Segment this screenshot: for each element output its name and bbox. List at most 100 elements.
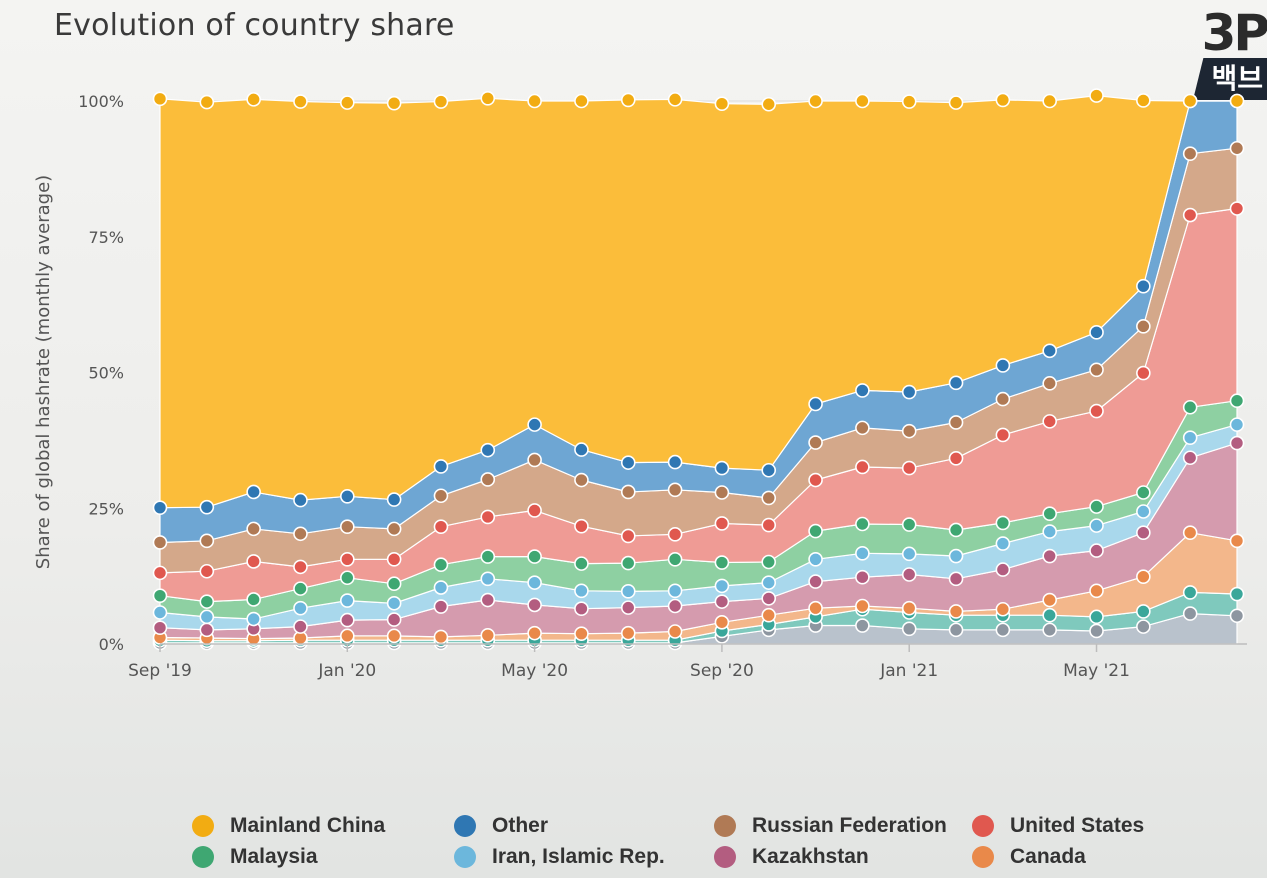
point-iran-islamic-rep-: [340, 593, 355, 608]
legend-label: Iran, Islamic Rep.: [492, 845, 665, 868]
point-russian-federation: [948, 415, 964, 430]
point-kazakhstan: [808, 574, 823, 589]
point-other: [667, 454, 683, 470]
point-malaysia: [620, 555, 636, 571]
area-mainland-china: [159, 95, 1238, 509]
x-tick-label: Jan '20: [317, 661, 376, 681]
point-canada: [1229, 533, 1245, 549]
point-canada: [480, 628, 496, 643]
point-kazakhstan: [714, 594, 730, 609]
point-other: [152, 500, 168, 516]
point-russian-federation: [199, 533, 215, 549]
point-russian-federation: [761, 490, 777, 506]
point-united-states: [152, 565, 168, 581]
point-series-9: [1136, 604, 1151, 619]
point-malaysia: [246, 592, 261, 607]
point-series-10: [948, 622, 964, 638]
point-kazakhstan: [620, 600, 636, 615]
point-canada: [714, 614, 730, 630]
legend-item[interactable]: Malaysia: [192, 843, 318, 871]
point-russian-federation: [527, 452, 542, 468]
point-other: [480, 442, 496, 458]
point-kazakhstan: [386, 612, 402, 627]
y-tick-label: 25%: [88, 499, 124, 518]
point-iran-islamic-rep-: [480, 571, 496, 587]
point-united-states: [527, 503, 542, 518]
point-canada: [1042, 592, 1057, 608]
point-mainland-china: [480, 90, 496, 106]
point-iran-islamic-rep-: [855, 546, 870, 561]
point-series-10: [1229, 608, 1245, 624]
point-iran-islamic-rep-: [620, 584, 636, 599]
point-mainland-china: [1182, 93, 1198, 109]
point-iran-islamic-rep-: [574, 583, 589, 599]
point-other: [714, 460, 730, 476]
point-canada: [855, 598, 870, 614]
y-axis-label: Share of global hashrate (monthly averag…: [33, 175, 54, 569]
point-united-states: [948, 450, 964, 466]
point-other: [199, 499, 215, 515]
point-united-states: [246, 554, 261, 569]
point-series-10: [901, 621, 917, 637]
point-united-states: [620, 528, 636, 544]
legend-item[interactable]: Iran, Islamic Rep.: [454, 843, 665, 871]
point-mainland-china: [1042, 93, 1057, 109]
point-other: [386, 492, 402, 507]
point-series-10: [855, 618, 870, 633]
point-malaysia: [340, 570, 355, 586]
point-mainland-china: [1089, 88, 1104, 103]
logo-mark: 3P: [1201, 4, 1267, 62]
point-kazakhstan: [667, 598, 683, 614]
legend-swatch: [714, 815, 736, 837]
point-mainland-china: [293, 94, 308, 109]
point-iran-islamic-rep-: [386, 595, 402, 611]
point-other: [855, 383, 870, 398]
point-kazakhstan: [293, 619, 308, 634]
point-russian-federation: [714, 485, 730, 500]
point-russian-federation: [855, 420, 870, 436]
point-united-states: [714, 516, 730, 531]
point-other: [620, 455, 636, 470]
legend-label: Other: [492, 814, 549, 837]
point-kazakhstan: [1042, 548, 1057, 564]
legend-item[interactable]: Kazakhstan: [714, 843, 869, 871]
point-other: [948, 375, 964, 391]
legend-item[interactable]: Mainland China: [192, 812, 385, 840]
point-canada: [340, 628, 355, 644]
legend-item[interactable]: Other: [454, 812, 548, 840]
point-united-states: [1182, 207, 1198, 223]
point-kazakhstan: [948, 571, 964, 587]
point-united-states: [340, 551, 355, 567]
point-united-states: [855, 459, 870, 475]
point-united-states: [808, 472, 823, 488]
point-kazakhstan: [761, 591, 777, 606]
point-russian-federation: [667, 482, 683, 498]
point-other: [1042, 343, 1057, 359]
point-other: [1089, 325, 1104, 340]
point-mainland-china: [246, 92, 261, 107]
point-other: [340, 489, 355, 504]
point-iran-islamic-rep-: [1136, 504, 1151, 519]
point-russian-federation: [1229, 140, 1245, 156]
point-mainland-china: [527, 93, 542, 109]
point-series-9: [1042, 607, 1057, 623]
point-kazakhstan: [1182, 450, 1198, 466]
point-series-9: [1182, 585, 1198, 600]
legend-swatch: [192, 846, 214, 868]
legend-label: Russian Federation: [752, 814, 947, 837]
legend-item[interactable]: United States: [972, 812, 1144, 840]
point-mainland-china: [340, 95, 355, 110]
point-canada: [1136, 569, 1151, 584]
point-malaysia: [433, 557, 449, 573]
point-canada: [901, 600, 917, 616]
chart-title: Evolution of country share: [54, 8, 455, 43]
point-canada: [761, 607, 777, 623]
point-series-10: [1136, 619, 1151, 634]
point-malaysia: [1136, 485, 1151, 500]
legend-item[interactable]: Canada: [972, 843, 1086, 871]
point-kazakhstan: [199, 622, 215, 638]
legend-item[interactable]: Russian Federation: [714, 812, 947, 840]
point-russian-federation: [1089, 362, 1104, 378]
point-series-10: [1089, 623, 1104, 639]
point-series-10: [995, 622, 1011, 638]
